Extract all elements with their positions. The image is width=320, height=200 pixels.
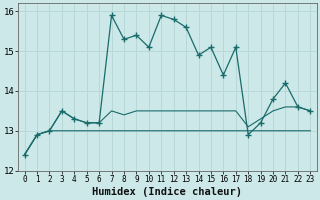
X-axis label: Humidex (Indice chaleur): Humidex (Indice chaleur)	[92, 186, 243, 197]
